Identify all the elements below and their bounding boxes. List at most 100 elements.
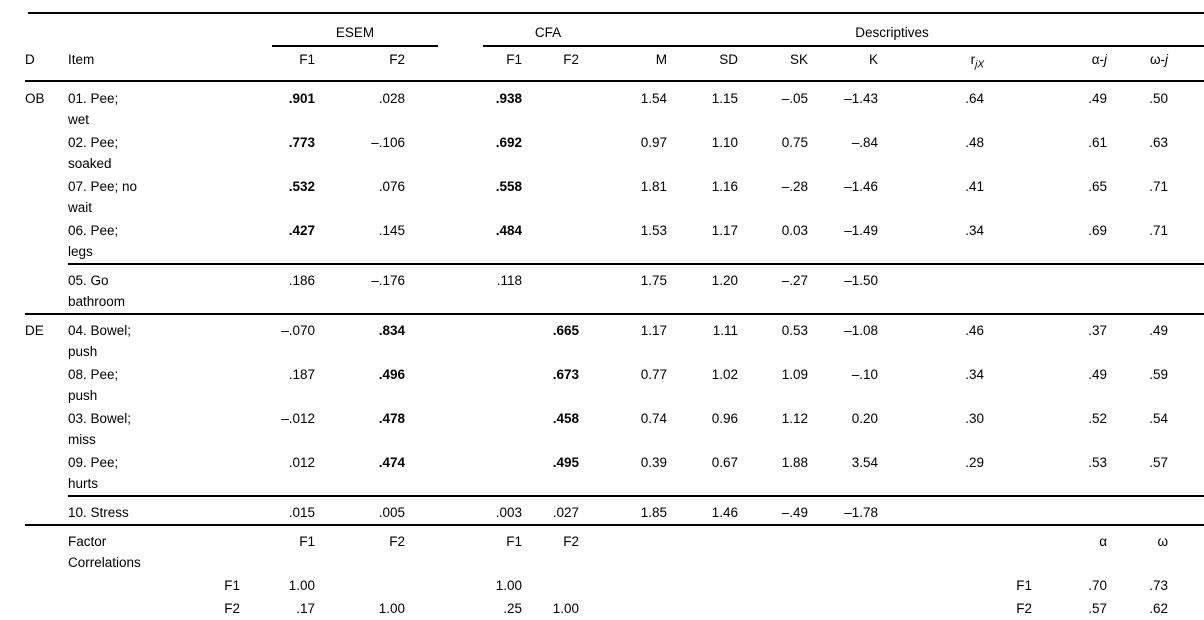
cell-kurtosis: –1.78 [808,494,878,525]
cell-alpha-j [1032,494,1107,525]
cell-row-label-right [984,81,1032,131]
cell-row-label-right [984,363,1032,407]
item-line-2: hurts [68,475,99,491]
cell-sd [667,523,738,574]
header-esem-f2: F2 [315,48,405,82]
cell-omega-j: .71 [1149,222,1168,238]
cell-sd: 1.02 [711,366,738,382]
cell-item: 10. Stress [68,494,195,525]
spanner-esem-rule [272,45,438,47]
cell-dimension [25,131,68,175]
cell-sd: 1.15 [711,90,738,106]
cell-cfa-f1 [405,407,522,451]
cell-r-jx [878,523,984,574]
cell-dimension [25,496,68,525]
item-line-2: push [68,387,98,403]
cell-cfa-f1: .118 [405,262,522,314]
cell-row-label-right [984,175,1032,219]
cell-skewness: –.28 [781,178,808,194]
cell-esem-f1: .186 [240,262,315,314]
cell-r-jx [878,596,984,620]
cell-esem-f2: –.106 [371,134,405,150]
cell-esem-f2: .496 [378,366,405,382]
table-row: 07. Pee; no wait .532 .076 .558 1.81 1.1… [25,175,1204,219]
table-row: 03. Bowel; miss –.012 .478 .458 0.74 0.9… [25,407,1204,451]
cell-skewness: 0.03 [781,222,808,238]
cell-row-label-right: F1 [1016,577,1032,593]
cell-esem-f2: .834 [315,312,405,363]
item-line-1: 01. Pee; [68,90,119,106]
spanner-cfa-descriptives-rule [483,45,1204,47]
item-line-2: legs [68,243,93,259]
cell-kurtosis: –1.49 [844,222,878,238]
cell-item: 02. Pee; soaked [68,131,195,175]
item-line-2: Correlations [68,554,141,570]
cell-cfa-f2 [522,262,579,314]
cell-cfa-f2: F2 [522,523,579,574]
cell-cfa-f1: .003 [405,494,522,525]
cell-r-jx [878,494,984,525]
cell-row-label [195,81,240,131]
cell-kurtosis: –1.08 [808,312,878,363]
cell-sd: 1.46 [667,494,738,525]
item-line-1: 09. Pee; [68,454,119,470]
header-kurtosis: K [808,48,878,82]
cell-row-label [195,523,240,574]
cell-item [68,574,195,597]
cell-alpha-j: .49 [1088,90,1107,106]
cell-skewness: –.05 [781,90,808,106]
cell-sd [667,574,738,597]
cell-dimension: OB [25,90,45,106]
cell-r-jx: .41 [965,178,984,194]
cell-esem-f2: .474 [378,454,405,470]
cell-skewness: 0.53 [738,312,808,363]
item-line-1: 06. Pee; [68,222,119,238]
cell-row-label [195,219,240,264]
cell-sd [667,596,738,620]
cell-row-label: F2 [195,596,240,620]
spanner-esem: ESEM [335,25,375,40]
cell-kurtosis: –1.46 [844,178,878,194]
cell-cfa-f2: .495 [552,454,579,470]
cell-omega-j: .73 [1149,577,1168,593]
cell-item: 05. Go bathroom [68,262,195,314]
cell-esem-f2: .145 [378,222,405,238]
results-table: D Item F1 F2 F1 F2 M SD SK K rjX α-j ω-j… [25,48,1204,620]
cell-cfa-f2 [522,81,579,131]
cell-row-label-right [984,494,1032,525]
cell-cfa-f2 [522,175,579,219]
table-row: 06. Pee; legs .427 .145 .484 1.53 1.17 0… [25,219,1204,264]
cell-alpha-j: .57 [1032,596,1107,620]
cell-row-label [195,312,240,363]
spanner-descriptives: Descriptives [855,25,929,40]
cell-esem-f1: .012 [288,454,315,470]
cell-omega-j: .71 [1149,178,1168,194]
cell-item: 01. Pee; wet [68,81,195,131]
cell-cfa-f1 [405,312,522,363]
cell-row-label-right: F2 [984,596,1032,620]
cell-mean: 1.75 [579,262,667,314]
table-top-rule [28,12,1204,14]
cell-cfa-f1: .484 [495,222,522,238]
cell-mean: 0.39 [640,454,667,470]
cell-esem-f1: –.012 [281,410,315,426]
cell-alpha-j: .52 [1088,410,1107,426]
header-sd: SD [667,48,738,82]
cell-dimension [25,407,68,451]
cell-dimension [25,264,68,314]
cell-omega-j: .57 [1149,454,1168,470]
table-row: F2 .17 1.00 .25 1.00 F2 .57 .62 [25,596,1204,620]
item-line-2: soaked [68,155,112,171]
header-sublabel2-spacer [984,48,1032,82]
cell-alpha-j: α [1032,523,1107,574]
header-dimension: D [25,48,68,82]
cell-r-jx: .46 [878,312,984,363]
cell-cfa-f2 [522,219,579,264]
table-row: 05. Go bathroom .186 –.176 .118 1.75 1.2… [25,262,1204,314]
cell-mean: 1.53 [640,222,667,238]
cell-esem-f1: .427 [288,222,315,238]
cell-cfa-f1: .558 [495,178,522,194]
cell-omega-j: .62 [1107,596,1204,620]
table-row: 10. Stress .015 .005 .003 .027 1.85 1.46… [25,494,1204,525]
